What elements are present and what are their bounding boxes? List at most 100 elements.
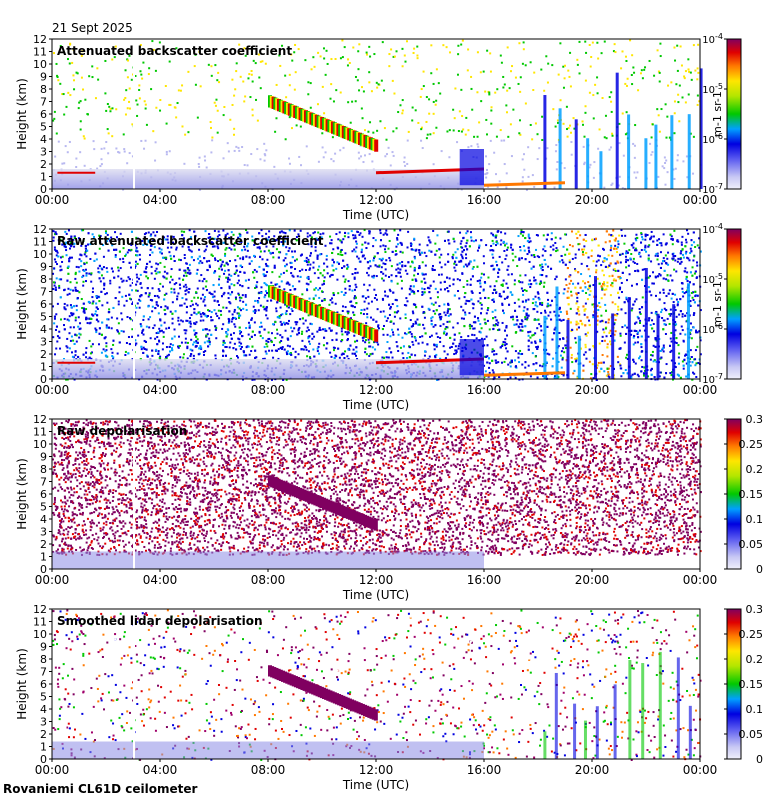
- noise-pixel: [263, 275, 266, 278]
- noise-pixel: [197, 162, 200, 165]
- noise-pixel: [282, 271, 285, 274]
- noise-pixel: [263, 159, 266, 162]
- noise-pixel: [625, 258, 628, 261]
- noise-pixel: [673, 112, 676, 115]
- noise-pixel: [522, 309, 525, 312]
- noise-pixel: [429, 297, 432, 300]
- noise-pixel: [650, 354, 653, 357]
- noise-pixel: [671, 253, 674, 256]
- noise-pixel: [155, 348, 158, 351]
- noise-pixel: [266, 270, 269, 273]
- noise-pixel: [668, 289, 671, 292]
- noise-pixel: [203, 353, 206, 356]
- noise-pixel: [676, 159, 679, 162]
- noise-pixel: [505, 111, 508, 114]
- noise-pixel: [332, 346, 335, 349]
- noise-pixel: [300, 332, 303, 335]
- noise-pixel: [459, 231, 462, 234]
- noise-pixel: [385, 356, 388, 359]
- noise-pixel: [457, 44, 460, 47]
- noise-pixel: [198, 279, 201, 282]
- noise-pixel: [232, 332, 235, 335]
- noise-pixel: [462, 237, 465, 240]
- noise-pixel: [660, 108, 663, 111]
- noise-pixel: [487, 276, 490, 279]
- noise-pixel: [435, 332, 438, 335]
- noise-pixel: [555, 168, 558, 171]
- noise-pixel: [438, 256, 441, 259]
- noise-pixel: [184, 332, 187, 335]
- noise-pixel: [660, 308, 663, 311]
- noise-pixel: [305, 261, 308, 264]
- noise-pixel: [632, 257, 635, 260]
- noise-pixel: [445, 333, 448, 336]
- noise-pixel: [553, 376, 556, 379]
- noise-pixel: [451, 257, 454, 260]
- noise-pixel: [669, 314, 672, 317]
- noise-pixel: [512, 259, 515, 262]
- noise-pixel: [92, 140, 95, 143]
- noise-pixel: [101, 304, 104, 307]
- noise-pixel: [307, 93, 310, 96]
- noise-pixel: [80, 229, 83, 232]
- noise-pixel: [506, 295, 509, 298]
- noise-pixel: [307, 283, 310, 286]
- noise-pixel: [414, 354, 417, 357]
- noise-pixel: [105, 345, 108, 348]
- noise-pixel: [425, 96, 428, 99]
- noise-pixel: [356, 271, 359, 274]
- noise-pixel: [421, 287, 424, 290]
- noise-pixel: [213, 101, 216, 104]
- noise-pixel: [680, 243, 683, 246]
- noise-pixel: [66, 337, 69, 340]
- noise-pixel: [348, 288, 351, 291]
- noise-pixel: [570, 153, 573, 156]
- noise-pixel: [495, 240, 498, 243]
- noise-pixel: [601, 269, 604, 272]
- noise-pixel: [630, 74, 633, 77]
- noise-pixel: [466, 230, 469, 233]
- noise-pixel: [521, 320, 524, 323]
- noise-pixel: [148, 292, 151, 295]
- noise-pixel: [421, 261, 424, 264]
- noise-pixel: [681, 287, 684, 290]
- noise-pixel: [392, 130, 395, 133]
- noise-pixel: [208, 259, 211, 262]
- noise-pixel: [492, 371, 495, 374]
- noise-pixel: [170, 268, 173, 271]
- noise-pixel: [482, 288, 485, 291]
- noise-pixel: [575, 302, 578, 305]
- noise-pixel: [573, 127, 576, 130]
- noise-pixel: [454, 251, 457, 254]
- noise-pixel: [470, 145, 473, 148]
- noise-pixel: [350, 230, 353, 233]
- noise-pixel: [658, 80, 661, 83]
- noise-pixel: [416, 54, 419, 57]
- noise-pixel: [150, 244, 153, 247]
- noise-pixel: [635, 330, 638, 333]
- noise-pixel: [245, 354, 248, 357]
- noise-pixel: [145, 325, 148, 328]
- noise-pixel: [189, 305, 192, 308]
- noise-pixel: [56, 340, 59, 343]
- noise-pixel: [106, 301, 109, 304]
- noise-pixel: [626, 77, 629, 80]
- noise-pixel: [547, 298, 550, 301]
- noise-pixel: [457, 347, 460, 350]
- noise-pixel: [563, 288, 566, 291]
- noise-pixel: [160, 248, 163, 251]
- noise-pixel: [504, 341, 507, 344]
- noise-pixel: [231, 316, 234, 319]
- noise-pixel: [664, 161, 667, 164]
- noise-pixel: [256, 119, 259, 122]
- noise-pixel: [349, 121, 352, 124]
- noise-pixel: [340, 327, 343, 330]
- noise-pixel: [559, 237, 562, 240]
- noise-pixel: [168, 103, 171, 106]
- noise-pixel: [603, 136, 606, 139]
- noise-pixel: [143, 233, 146, 236]
- noise-pixel: [464, 263, 467, 266]
- noise-pixel: [86, 322, 89, 325]
- noise-pixel: [574, 337, 577, 340]
- noise-pixel: [91, 343, 94, 346]
